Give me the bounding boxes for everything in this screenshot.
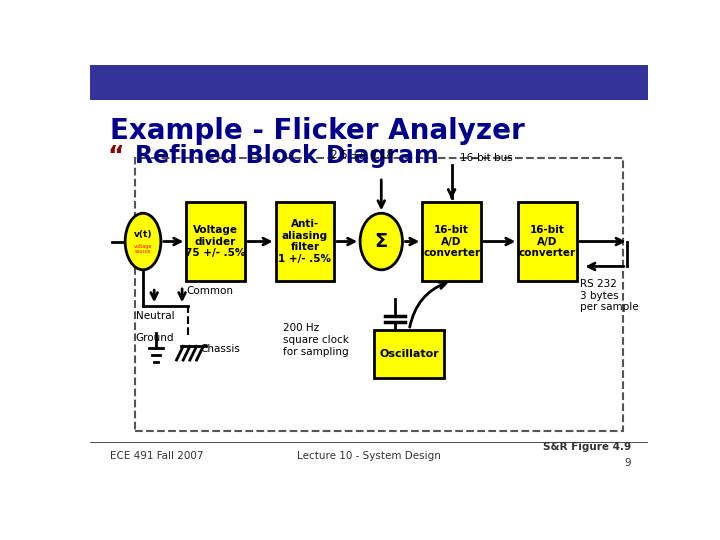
Text: Example - Flicker Analyzer: Example - Flicker Analyzer: [109, 117, 524, 145]
Text: Neutral: Neutral: [136, 311, 174, 321]
Text: v(t): v(t): [134, 230, 152, 239]
Bar: [90, 65, 648, 100]
Text: “: “: [108, 144, 125, 168]
Text: Chassis: Chassis: [200, 344, 240, 354]
Text: 200 Hz
square clock
for sampling: 200 Hz square clock for sampling: [282, 323, 348, 356]
Text: Oscillator: Oscillator: [379, 349, 439, 359]
Bar: [374, 330, 444, 377]
Text: S&R Figure 4.9: S&R Figure 4.9: [543, 442, 631, 451]
Text: Ground: Ground: [136, 333, 174, 343]
Text: Common: Common: [186, 286, 233, 296]
Text: voltage
source: voltage source: [134, 244, 152, 254]
Text: Refined Block Diagram: Refined Block Diagram: [135, 144, 438, 168]
Text: Anti-
aliasing
filter
1 +/- .5%: Anti- aliasing filter 1 +/- .5%: [279, 219, 331, 264]
Bar: [135, 158, 623, 431]
Text: 16-bit
A/D
converter: 16-bit A/D converter: [519, 225, 576, 258]
Bar: [276, 202, 334, 281]
Ellipse shape: [125, 213, 161, 270]
Text: RS 232
3 bytes
per sample: RS 232 3 bytes per sample: [580, 279, 639, 312]
Text: Voltage
divider
75 +/- .5%: Voltage divider 75 +/- .5%: [185, 225, 246, 258]
Bar: [518, 202, 577, 281]
Text: ECE 491 Fall 2007: ECE 491 Fall 2007: [109, 451, 203, 462]
Text: 9: 9: [625, 458, 631, 468]
Text: Lecture 10 - System Design: Lecture 10 - System Design: [297, 451, 441, 462]
Text: Σ: Σ: [374, 232, 388, 251]
Text: 16-bit bus: 16-bit bus: [460, 152, 513, 163]
Bar: [186, 202, 245, 281]
Ellipse shape: [360, 213, 402, 270]
Bar: [423, 202, 481, 281]
Text: 2.5 +/- 0.18: 2.5 +/- 0.18: [331, 150, 393, 160]
Text: 16-bit
A/D
converter: 16-bit A/D converter: [423, 225, 480, 258]
